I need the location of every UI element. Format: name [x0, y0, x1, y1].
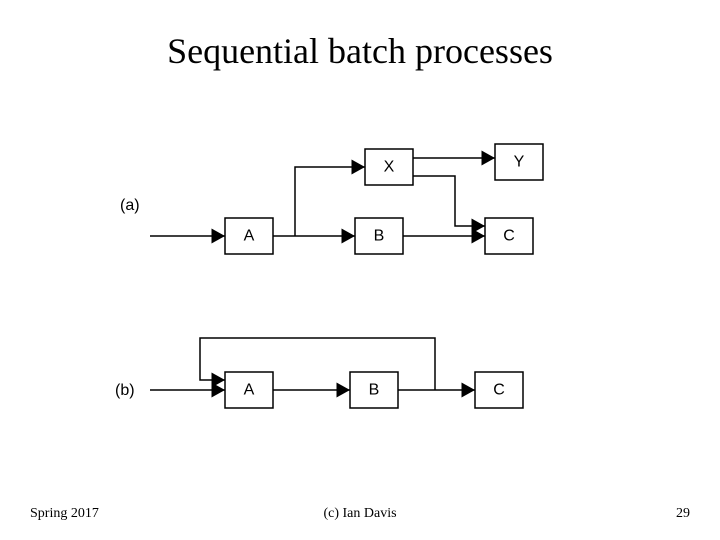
slide: Sequential batch processes (a)ABXCY(b)AB…: [0, 0, 720, 540]
panel-tag: (b): [115, 382, 135, 399]
node-label-b-C: C: [493, 382, 505, 399]
node-label-a-X: X: [384, 159, 395, 176]
flow-arrow: [413, 176, 485, 226]
node-label-a-B: B: [374, 228, 385, 245]
node-label-a-Y: Y: [514, 154, 525, 171]
footer-center: (c) Ian Davis: [0, 506, 720, 522]
footer-right: 29: [676, 506, 690, 522]
node-label-b-B: B: [369, 382, 380, 399]
node-label-b-A: A: [244, 382, 255, 399]
node-label-a-C: C: [503, 228, 515, 245]
node-label-a-A: A: [244, 228, 255, 245]
flowchart-diagram: (a) A B X C Y (b) A B C: [0, 0, 720, 540]
panel-tag: (a): [120, 197, 140, 214]
flow-arrow: [200, 338, 435, 390]
